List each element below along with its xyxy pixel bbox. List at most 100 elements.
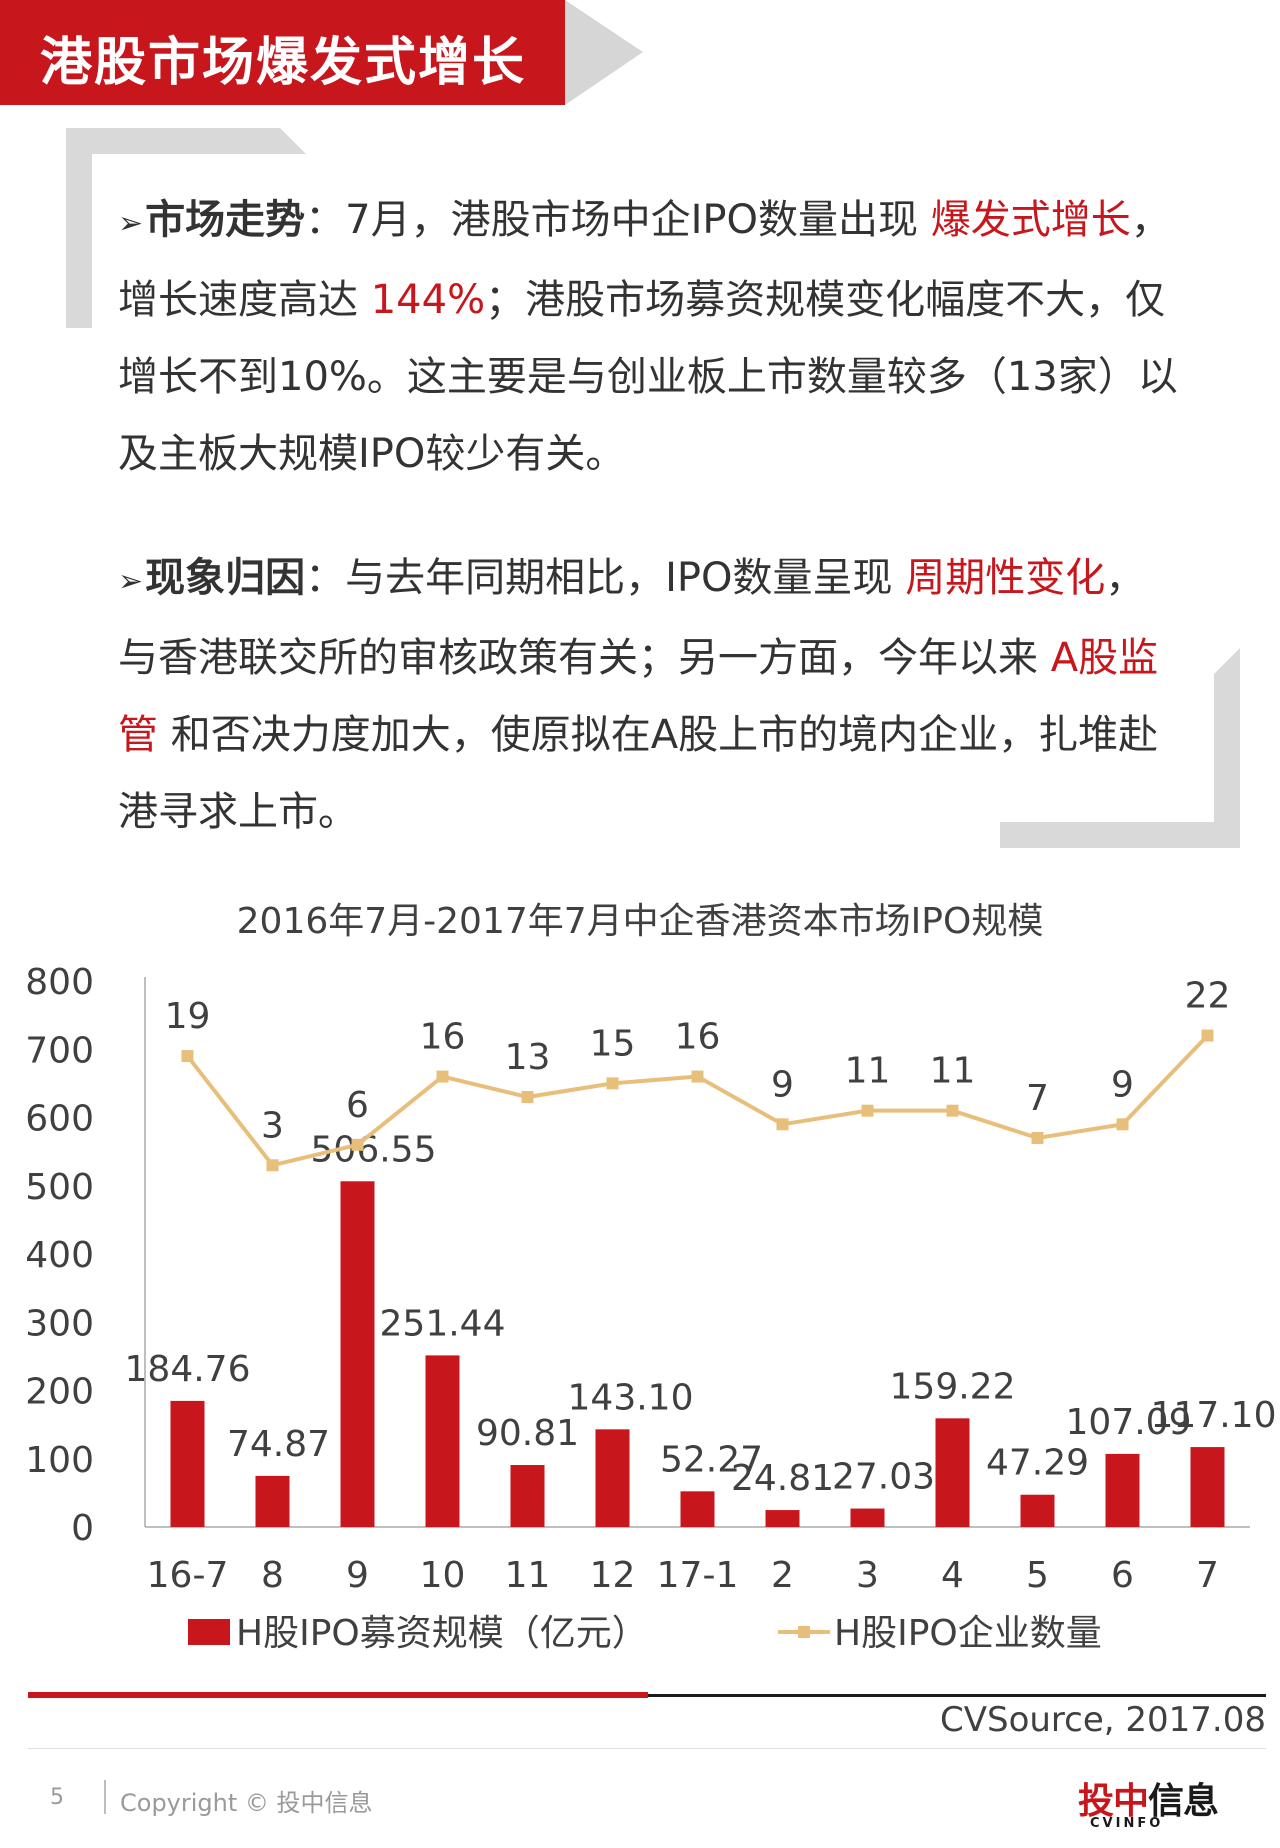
bar [425,1355,460,1527]
line-marker [861,1104,874,1117]
x-tick-label: 4 [941,1555,964,1596]
bar [1190,1447,1225,1527]
x-tick-label: 9 [346,1555,369,1596]
x-tick-label: 8 [261,1555,284,1596]
logo-wordmark: 投中信息 [1078,1781,1219,1822]
paragraph-lead: 现象归因 [145,555,306,601]
paragraph-lead: 市场走势 [145,197,306,243]
paragraph-text: ：7月，港股市场中企IPO数量出现 [305,197,931,243]
x-tick-label: 2 [771,1555,794,1596]
x-tick-label: 17-1 [657,1555,739,1596]
line-data-label: 22 [1185,976,1231,1017]
y-tick-label: 300 [25,1303,94,1344]
line-marker [266,1159,279,1172]
legend-line-label: H股IPO企业数量 [834,1613,1102,1654]
bar [1020,1494,1055,1527]
paragraph-text: ，与香港联交所的审核政策有关；另一方面，今年以来 [118,555,1146,681]
bar [935,1418,970,1527]
legend-line-marker [798,1626,810,1638]
line-marker [351,1138,364,1151]
paragraph-text: ：与去年同期相比，IPO数量呈现 [305,555,906,601]
x-tick-label: 11 [505,1555,551,1596]
x-tick-label: 12 [590,1555,636,1596]
paragraph-attribution: ➢现象归因：与去年同期相比，IPO数量呈现 周期性变化，与香港联交所的审核政策有… [118,540,1178,851]
line-data-label: 16 [675,1017,721,1058]
ipo-chart: 2016年7月-2017年7月中企香港资本市场IPO规模 0 100 200 300 4… [0,880,1280,1700]
x-tick-label: 5 [1026,1555,1049,1596]
page-title: 港股市场爆发式增长 [40,33,527,93]
highlight-text: 144% [370,277,486,323]
bar-data-label: 47.29 [986,1443,1089,1484]
frame-corner-bottom-right-vertical [1214,648,1240,848]
x-tick-label: 16-7 [147,1555,229,1596]
header-arrow [565,0,643,105]
bar [680,1491,715,1527]
line-data-label: 11 [930,1051,976,1092]
bar-data-label: 52.27 [660,1439,763,1480]
paragraph-text: ；港股市场募资规模变化幅度不大，仅增长不到10%。这主要是与创业板上市数量较多（… [118,277,1178,477]
data-source: CVSource, 2017.08 [940,1700,1266,1740]
highlight-text: 爆发式增长 [930,197,1131,243]
line-marker [1201,1029,1214,1042]
bar [595,1429,630,1527]
bar-data-label: 184.76 [125,1349,251,1390]
y-tick-label: 400 [25,1235,94,1276]
bar-data-label: 159.22 [890,1366,1016,1407]
frame-corner-top-left [66,128,306,154]
line-marker [436,1070,449,1083]
paragraph-text: 和否决力度加大，使原拟在A股上市的境内企业，扎堆赴港寻求上市。 [118,712,1159,835]
bar [340,1181,375,1527]
y-tick-label: 800 [25,962,94,1003]
line-data-label: 7 [1026,1078,1049,1119]
bar [255,1475,290,1527]
frame-corner-bottom-right [1000,822,1240,848]
bar [850,1508,885,1527]
cvinfo-logo: 投中信息 CVINFO [1078,1772,1220,1832]
bar [510,1465,545,1527]
line-marker [776,1118,789,1131]
logo-subtitle: CVINFO [1090,1816,1164,1831]
line-marker [1116,1118,1129,1131]
frame-corner-cut [280,128,306,154]
footer-rule-dark [648,1694,1266,1697]
line-marker [946,1104,959,1117]
x-tick-label: 3 [856,1555,879,1596]
bar [170,1400,205,1527]
y-tick-label: 200 [25,1372,94,1413]
paragraph-text: ，增长速度高达 [118,197,1171,323]
bar-data-label: 27.03 [832,1457,935,1498]
line-marker [181,1050,194,1063]
bar-data-label: 143.10 [568,1377,694,1418]
highlight-text: A股监管 [118,635,1159,758]
arrow-bullet-icon: ➢ [118,564,144,599]
header-band [0,0,565,105]
line-marker [521,1091,534,1104]
y-tick-label: 100 [25,1440,94,1481]
line-data-label: 19 [165,996,211,1037]
frame-corner-top-left-vertical [66,128,92,328]
y-tick-label: 600 [25,1099,94,1140]
line-data-label: 11 [845,1051,891,1092]
line-marker [691,1070,704,1083]
line-data-label: 16 [420,1017,466,1058]
line-data-label: 3 [261,1105,284,1146]
chart-canvas: 0 100 200 300 400 500 600 700 800 16-7 8 9 10 11 12 17-… [25,962,1277,1654]
bar-data-label: 90.81 [476,1413,579,1454]
x-tick-label: 10 [420,1555,466,1596]
line-data-label: 15 [590,1023,636,1064]
legend-bar-label: H股IPO募资规模（亿元） [236,1613,648,1654]
bar [765,1510,800,1527]
paragraph-market-trend: ➢市场走势：7月，港股市场中企IPO数量出现 爆发式增长，增长速度高达 144%… [118,182,1178,493]
bar-data-label: 117.10 [1151,1395,1277,1436]
bar-data-label: 251.44 [380,1303,506,1344]
line-data-label: 9 [771,1064,794,1105]
bar-data-label: 107.09 [1066,1402,1192,1443]
frame-corner-cut-2 [1214,648,1240,674]
copyright: Copyright © 投中信息 [120,1789,373,1817]
arrow-bullet-icon: ➢ [118,206,144,241]
line-data-label: 9 [1111,1064,1134,1105]
line-data-label: 6 [346,1085,369,1126]
y-tick-label: 500 [25,1167,94,1208]
legend-bar-swatch [188,1619,230,1645]
bar-data-label: 74.87 [227,1424,330,1465]
